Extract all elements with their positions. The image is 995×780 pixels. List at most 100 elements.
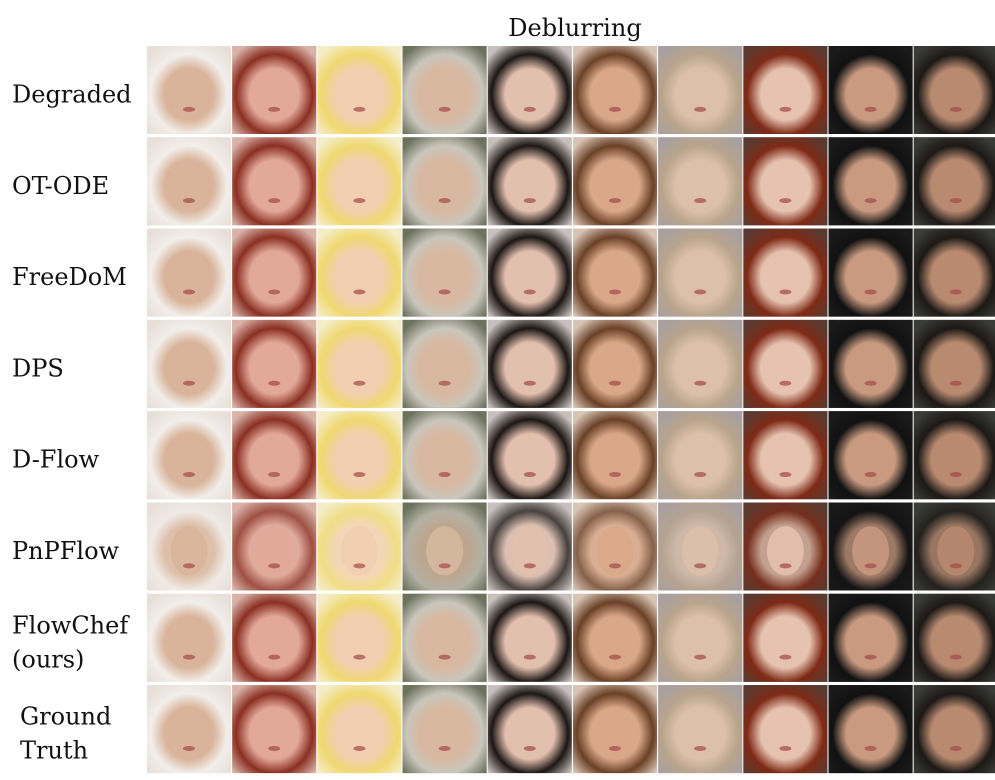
face-image (488, 229, 572, 317)
face-image (488, 685, 572, 773)
mouth (609, 107, 621, 112)
face-image (403, 229, 487, 317)
mouth (609, 198, 621, 203)
face-image (658, 411, 742, 499)
face-image (403, 46, 487, 134)
row-label: Truth (20, 737, 88, 765)
face-image (573, 594, 657, 682)
mouth (524, 746, 536, 751)
face-image (232, 46, 316, 134)
row-label: Degraded (12, 81, 132, 109)
face-image (317, 320, 401, 408)
face-image (658, 137, 742, 225)
mouth (779, 107, 791, 112)
mouth (950, 289, 962, 294)
row-label: FlowChef (12, 611, 130, 639)
face-image (829, 320, 913, 408)
row-label: Ground (20, 703, 111, 731)
face-image (317, 229, 401, 317)
face-image (232, 320, 316, 408)
face-image (829, 411, 913, 499)
row-label: OT-ODE (12, 172, 109, 200)
mouth (183, 746, 195, 751)
mouth (183, 563, 195, 568)
mouth (865, 655, 877, 660)
face-image (317, 594, 401, 682)
face-image (147, 137, 231, 225)
mouth (779, 746, 791, 751)
face-image (232, 137, 316, 225)
face-image (317, 503, 401, 591)
face-image (317, 137, 401, 225)
mouth (439, 655, 451, 660)
mouth (268, 107, 280, 112)
mouth (439, 472, 451, 477)
mouth (779, 563, 791, 568)
face-image (147, 320, 231, 408)
mouth (609, 746, 621, 751)
mouth (183, 198, 195, 203)
mouth (268, 198, 280, 203)
mouth (183, 107, 195, 112)
mouth (439, 198, 451, 203)
mouth (609, 289, 621, 294)
face-image (829, 503, 913, 591)
mouth (524, 198, 536, 203)
face-image (743, 594, 827, 682)
face-image (232, 229, 316, 317)
mouth (524, 107, 536, 112)
face-image (488, 137, 572, 225)
row-label: D-Flow (12, 446, 100, 474)
mouth (950, 198, 962, 203)
face-image (914, 685, 995, 773)
face-image (147, 594, 231, 682)
face-image (403, 594, 487, 682)
mouth (865, 472, 877, 477)
face-image (914, 137, 995, 225)
mouth (353, 746, 365, 751)
face-image (658, 594, 742, 682)
mouth (865, 746, 877, 751)
row-label: PnPFlow (12, 537, 120, 565)
face-image (573, 503, 657, 591)
mouth (609, 563, 621, 568)
mouth (865, 381, 877, 386)
face-image (743, 46, 827, 134)
mouth (694, 289, 706, 294)
face-image (658, 685, 742, 773)
mouth (353, 655, 365, 660)
mouth (950, 563, 962, 568)
figure: Deblurring DegradedOT-ODEFreeDoMDPSD-Flo… (0, 0, 995, 776)
mouth (694, 107, 706, 112)
mouth (865, 289, 877, 294)
face-image (232, 685, 316, 773)
mouth (439, 746, 451, 751)
mouth (268, 655, 280, 660)
face-image (573, 411, 657, 499)
face-image (658, 320, 742, 408)
mouth (779, 472, 791, 477)
face-image (488, 503, 572, 591)
face-image (232, 411, 316, 499)
face-image (147, 503, 231, 591)
face-image (147, 411, 231, 499)
mouth (865, 107, 877, 112)
mouth (779, 289, 791, 294)
mouth (268, 289, 280, 294)
face-image (743, 137, 827, 225)
face-image (658, 503, 742, 591)
face-image (573, 685, 657, 773)
mouth (950, 381, 962, 386)
mouth (353, 381, 365, 386)
row-label: (ours) (12, 645, 84, 673)
mouth (694, 381, 706, 386)
row-label: DPS (12, 354, 64, 382)
face-image (658, 229, 742, 317)
mouth (353, 198, 365, 203)
face-image (743, 503, 827, 591)
face-image (403, 137, 487, 225)
mouth (694, 563, 706, 568)
mouth (524, 563, 536, 568)
face-image (317, 685, 401, 773)
mouth (268, 746, 280, 751)
